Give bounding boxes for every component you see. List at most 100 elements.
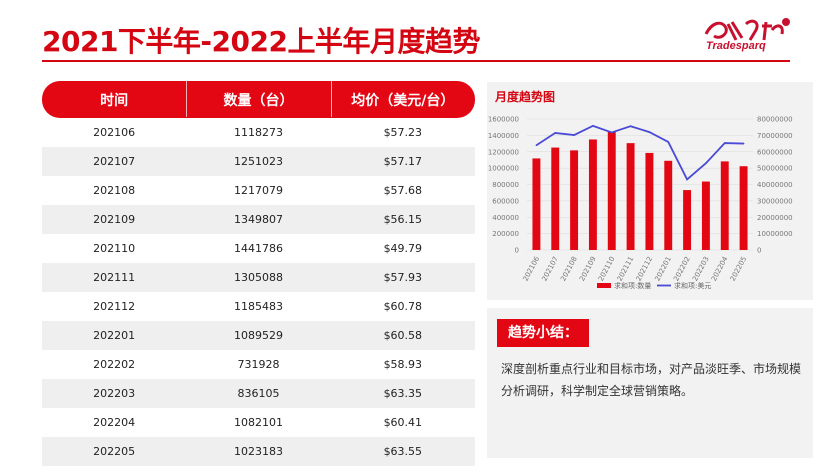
cell-time: 202110 (93, 242, 136, 255)
line-point (592, 125, 594, 127)
cell-time: 202203 (93, 387, 136, 400)
cell-time: 202109 (93, 213, 136, 226)
table-row: 202205 1023183 $63.55 (42, 437, 475, 466)
x-tick-label: 202107 (540, 255, 560, 282)
cell-price: $60.41 (383, 416, 423, 429)
cell-quantity: 1082101 (233, 416, 283, 429)
summary-panel: 趋势小结： 深度剖析重点行业和目标市场，对产品淡旺季、市场规模分析调研，科学制定… (487, 308, 813, 458)
y-tick-right: 0 (757, 247, 761, 255)
cell-price: $63.35 (383, 387, 423, 400)
y-tick-right: 60000000 (757, 148, 793, 156)
logo-text: Tradesparq (706, 40, 766, 52)
table-row: 202107 1251023 $57.17 (42, 147, 475, 176)
table-body: 202106 1118273 $57.23 202107 1251023 $57.17 20… (42, 118, 475, 466)
cell-price: $60.78 (383, 300, 423, 313)
y-tick-right: 50000000 (757, 165, 793, 173)
cell-time: 202107 (93, 155, 136, 168)
bar (626, 143, 635, 250)
table-row: 202109 1349807 $56.15 (42, 205, 475, 234)
y-tick-right: 10000000 (757, 230, 793, 238)
x-tick-label: 202111 (616, 255, 636, 282)
y-tick-left: 1600000 (488, 116, 519, 124)
cell-quantity: 1217079 (233, 184, 283, 197)
bar (739, 166, 748, 250)
y-tick-left: 400000 (492, 214, 519, 222)
cell-price: $57.23 (383, 126, 423, 139)
bar (683, 190, 692, 250)
y-tick-right: 70000000 (757, 132, 793, 140)
bar (720, 161, 729, 250)
cell-time: 202108 (93, 184, 136, 197)
y-tick-left: 1200000 (488, 148, 519, 156)
cell-quantity: 836105 (237, 387, 280, 400)
y-tick-right: 80000000 (757, 116, 793, 124)
line-point (648, 131, 651, 133)
line-point (723, 142, 726, 144)
bar (588, 139, 597, 250)
legend-label-usd: 求和项:美元 (674, 281, 711, 290)
cell-price: $49.79 (383, 242, 423, 255)
x-tick-label: 202108 (559, 255, 579, 282)
cell-price: $58.93 (383, 358, 423, 371)
line-point (573, 134, 575, 136)
cell-price: $60.58 (383, 329, 423, 342)
cell-quantity: 1349807 (233, 213, 283, 226)
cell-quantity: 1023183 (233, 445, 283, 458)
line-point (742, 142, 745, 145)
series-line (535, 124, 744, 181)
cell-quantity: 1305088 (233, 271, 283, 284)
y-tick-left: 200000 (492, 230, 519, 238)
table-row: 202111 1305088 $57.93 (42, 263, 475, 292)
cell-quantity: 1089529 (233, 329, 283, 342)
monthly-trend-chart: 1600000 1400000 1200000 1000000 800000 600000… (488, 116, 793, 291)
tradesparq-logo (704, 18, 790, 41)
bar (645, 152, 654, 250)
cell-time: 202202 (93, 358, 136, 371)
chart-title: 月度趋势图 (495, 90, 556, 104)
y-tick-right: 30000000 (757, 197, 793, 205)
table-row: 202201 1089529 $60.58 (42, 321, 475, 350)
x-tick-label: 202204 (710, 255, 730, 283)
x-tick-label: 202110 (597, 255, 617, 282)
y-tick-left: 1000000 (488, 165, 519, 173)
table-header: 时间 数量（台） 均价（美元/台） (42, 80, 475, 118)
x-tick-label: 202109 (578, 255, 598, 282)
line-point (554, 132, 557, 134)
cell-quantity: 1441786 (233, 242, 283, 255)
cell-time: 202112 (93, 300, 136, 313)
x-tick-label: 202205 (729, 255, 749, 282)
cell-price: $56.15 (383, 213, 423, 226)
cell-price: $57.17 (383, 155, 423, 168)
header-time: 时间 (100, 92, 129, 109)
bar (551, 147, 560, 250)
table-row: 202110 1441786 $49.79 (42, 234, 475, 263)
y-tick-right: 40000000 (757, 181, 793, 189)
x-tick-label: 202203 (691, 255, 711, 282)
line-point (686, 178, 688, 181)
cell-time: 202205 (93, 445, 136, 458)
table-row: 202106 1118273 $57.23 (42, 118, 475, 147)
chart-panel: 月度趋势图 1600000 1400000 1200000 1000000 800000… (487, 82, 813, 300)
cell-time: 202204 (93, 416, 136, 429)
bar (701, 181, 710, 250)
cell-quantity: 731928 (237, 358, 280, 371)
table-row: 202204 1082101 $60.41 (42, 408, 475, 437)
bar (607, 131, 616, 250)
cell-quantity: 1118273 (233, 126, 283, 139)
cell-quantity: 1185483 (233, 300, 283, 313)
cell-quantity: 1251023 (233, 155, 283, 168)
table-row: 202203 836105 $63.35 (42, 379, 475, 408)
bar (570, 150, 579, 250)
cell-time: 202201 (93, 329, 136, 342)
table-row: 202202 731928 $58.93 (42, 350, 475, 379)
header-price: 均价（美元/台） (330, 80, 475, 117)
x-tick-label: 202106 (522, 255, 542, 283)
line-point (535, 144, 538, 146)
cell-time: 202106 (93, 126, 136, 139)
table-row: 202108 1217079 $57.68 (42, 176, 475, 205)
cell-time: 202111 (93, 271, 136, 284)
summary-label: 趋势小结： (497, 319, 589, 347)
y-tick-left: 600000 (492, 197, 519, 205)
header-quantity: 数量（台） (186, 80, 330, 117)
y-tick-left: 0 (515, 247, 519, 255)
